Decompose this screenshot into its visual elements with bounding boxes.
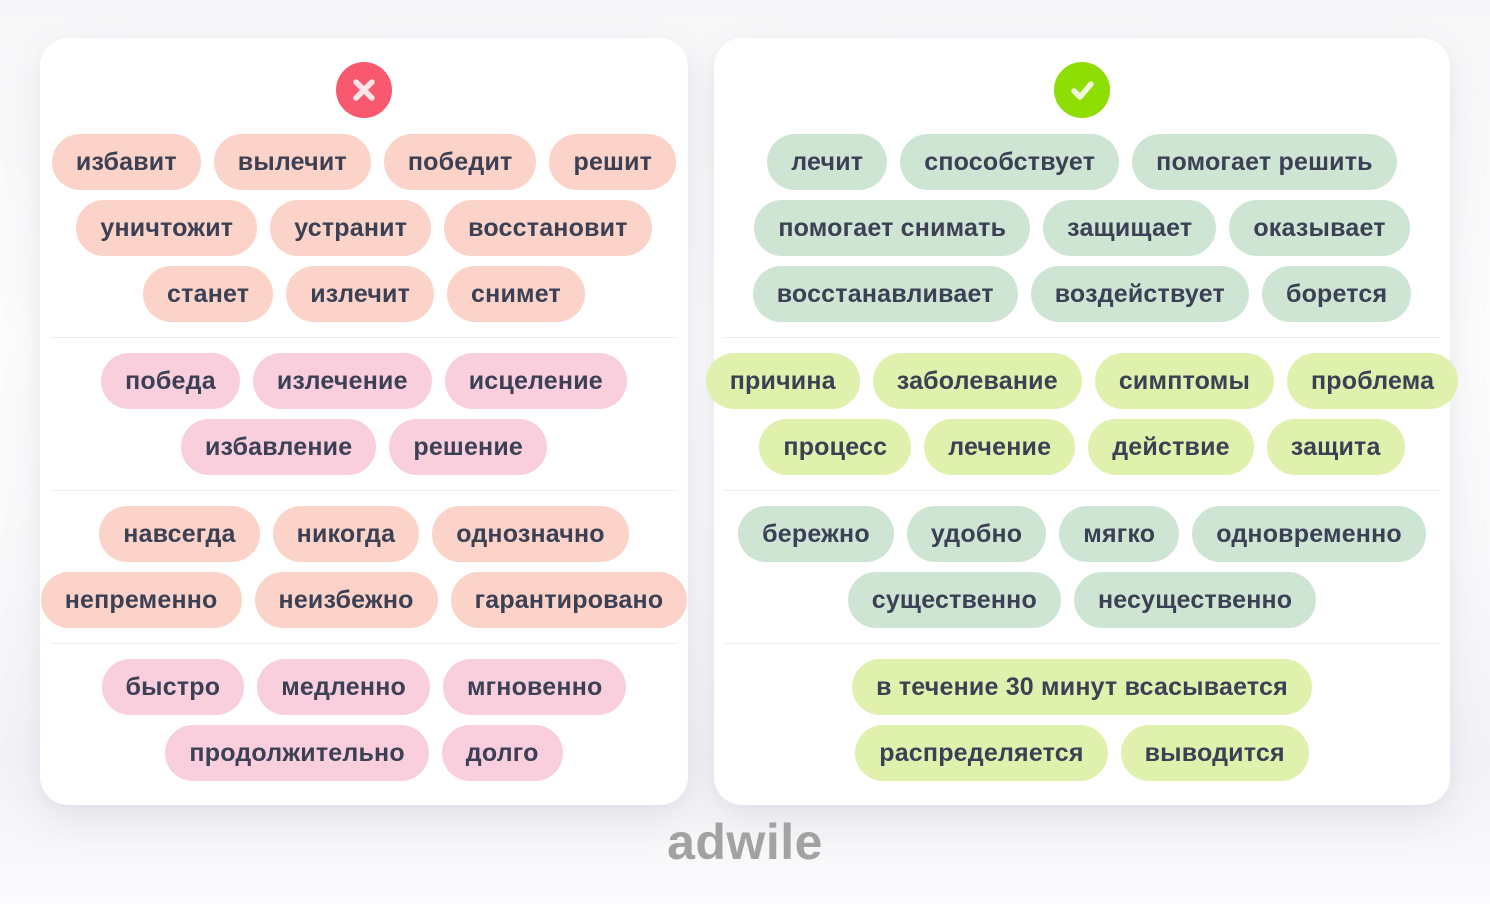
pill-row: уничтожит устранит восстановит [50, 200, 678, 256]
word-pill: излечение [252, 353, 432, 409]
word-pill: защита [1266, 419, 1405, 475]
word-pill: симптомы [1094, 353, 1274, 409]
word-group: быстро медленно мгновенно продолжительно дол… [50, 643, 678, 805]
pill-row: помогает снимать защищает оказывает [724, 200, 1440, 256]
word-pill: устранит [270, 200, 432, 256]
word-pill: лечит [767, 134, 888, 190]
word-pill: продолжительно [165, 725, 429, 781]
word-pill: победа [101, 353, 240, 409]
pill-row: в течение 30 минут всасывается [724, 659, 1440, 715]
word-pill: причина [705, 353, 860, 409]
pill-row: причина заболевание симптомы проблема [705, 353, 1459, 409]
check-icon [1054, 62, 1110, 118]
word-pill: навсегда [99, 506, 260, 562]
word-pill: восстанавливает [752, 266, 1018, 322]
word-pill: действие [1088, 419, 1254, 475]
adwile-logo: adwile [667, 814, 823, 870]
pill-row: непременно неизбежно гарантировано [40, 572, 688, 628]
word-pill: гарантировано [450, 572, 688, 628]
pill-row: избавление решение [50, 419, 678, 475]
word-pill: быстро [101, 659, 245, 715]
word-pill: распределяется [855, 725, 1108, 781]
pill-row: распределяется выводится [724, 725, 1440, 781]
word-pill: защищает [1043, 200, 1217, 256]
pill-row: победа излечение исцеление [50, 353, 678, 409]
word-pill: существенно [847, 572, 1061, 628]
pill-row: избавит вылечит победит решит [50, 134, 678, 190]
word-pill: несущественно [1073, 572, 1317, 628]
pill-row: процесс лечение действие защита [724, 419, 1440, 475]
word-pill: медленно [257, 659, 430, 715]
word-pill: исцеление [444, 353, 627, 409]
word-pill: восстановит [444, 200, 652, 256]
word-pill: долго [441, 725, 563, 781]
word-pill: решит [549, 134, 677, 190]
word-pill: непременно [40, 572, 242, 628]
word-pill: процесс [759, 419, 912, 475]
word-pill: заболевание [872, 353, 1082, 409]
word-pill: способствует [900, 134, 1120, 190]
word-group: причина заболевание симптомы проблема процес… [705, 337, 1459, 490]
footer: adwile [0, 815, 1490, 870]
word-group: победа излечение исцеление избавление решени… [50, 337, 678, 490]
word-pill: уничтожит [76, 200, 258, 256]
word-pill: излечит [286, 266, 435, 322]
word-pill: избавление [180, 419, 377, 475]
word-pill: борется [1261, 266, 1412, 322]
right-words-card: лечит способствует помогает решить помогает… [705, 38, 1459, 805]
pill-row: восстанавливает воздействует борется [724, 266, 1440, 322]
word-pill: в течение 30 минут всасывается [852, 659, 1312, 715]
word-pill: станет [143, 266, 274, 322]
word-pill: неизбежно [254, 572, 438, 628]
word-pill: выводится [1120, 725, 1309, 781]
pill-row: существенно несущественно [724, 572, 1440, 628]
comparison-panels: избавит вылечит победит решит уничтожит устра… [40, 38, 1459, 805]
word-pill: решение [389, 419, 548, 475]
wrong-word-groups: избавит вылечит победит решит уничтожит устра… [40, 118, 688, 805]
pill-row: навсегда никогда однозначно [50, 506, 678, 562]
word-pill: бережно [738, 506, 894, 562]
word-pill: проблема [1287, 353, 1459, 409]
word-group: в течение 30 минут всасывается распределя… [724, 643, 1440, 805]
word-pill: одновременно [1192, 506, 1426, 562]
pill-row: быстро медленно мгновенно [50, 659, 678, 715]
pill-row: станет излечит снимет [50, 266, 678, 322]
word-pill: воздействует [1030, 266, 1249, 322]
word-pill: снимет [447, 266, 585, 322]
pill-row: бережно удобно мягко одновременно [724, 506, 1440, 562]
right-word-groups: лечит способствует помогает решить помогает… [705, 118, 1459, 805]
word-group: избавит вылечит победит решит уничтожит устра… [40, 118, 688, 337]
word-group: навсегда никогда однозначно непременно неизб… [40, 490, 688, 643]
wrong-words-card: избавит вылечит победит решит уничтожит устра… [40, 38, 688, 805]
pill-row: продолжительно долго [50, 725, 678, 781]
word-pill: вылечит [213, 134, 371, 190]
word-pill: однозначно [432, 506, 629, 562]
word-pill: помогает снимать [754, 200, 1031, 256]
word-pill: победит [383, 134, 537, 190]
word-group: лечит способствует помогает решить помогает… [714, 118, 1450, 337]
word-pill: лечение [924, 419, 1076, 475]
word-pill: помогает решить [1132, 134, 1397, 190]
word-pill: мгновенно [442, 659, 627, 715]
word-pill: избавит [51, 134, 201, 190]
word-pill: оказывает [1229, 200, 1410, 256]
word-group: бережно удобно мягко одновременно существенн… [724, 490, 1440, 643]
pill-row: лечит способствует помогает решить [724, 134, 1440, 190]
cross-icon [336, 62, 392, 118]
word-pill: никогда [272, 506, 420, 562]
word-pill: мягко [1059, 506, 1180, 562]
word-pill: удобно [906, 506, 1047, 562]
